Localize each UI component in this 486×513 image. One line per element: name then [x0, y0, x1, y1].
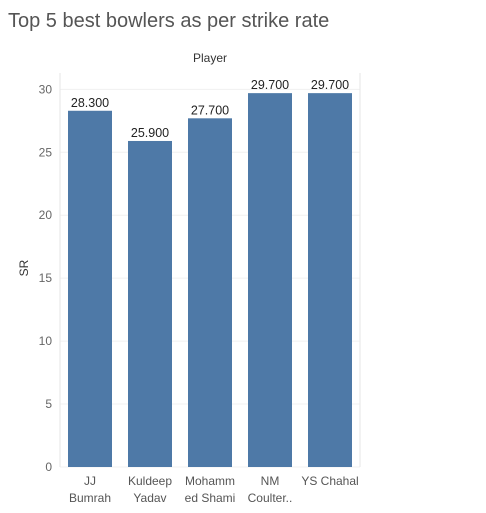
x-tick-label: Kuldeep Yadav — [128, 474, 172, 505]
data-label: 29.700 — [251, 78, 289, 92]
data-labels: 28.300 25.900 27.700 29.700 29.700 — [71, 78, 349, 140]
category-labels: JJ Bumrah Kuldeep Yadav Mohamm ed Shami NM Coul… — [69, 474, 359, 505]
y-tick-labels: 0 5 10 15 20 25 30 — [39, 82, 53, 474]
bar[interactable] — [128, 140, 172, 468]
column-header: Player — [193, 51, 227, 65]
bars — [68, 93, 352, 468]
y-tick-label: 30 — [39, 82, 53, 96]
y-tick-label: 10 — [39, 334, 53, 348]
chart-title: Top 5 best bowlers as per strike rate — [8, 10, 330, 32]
bar[interactable] — [188, 118, 232, 468]
x-tick-label: JJ Bumrah — [69, 474, 111, 505]
y-axis-title: SR — [17, 259, 31, 276]
y-tick-label: 15 — [39, 271, 53, 285]
data-label: 29.700 — [311, 78, 349, 92]
data-label: 25.900 — [131, 126, 169, 140]
y-tick-label: 5 — [45, 397, 52, 411]
data-label: 28.300 — [71, 96, 109, 110]
data-label: 27.700 — [191, 103, 229, 117]
bar[interactable] — [68, 110, 112, 467]
bar[interactable] — [308, 93, 352, 468]
y-tick-label: 25 — [39, 145, 53, 159]
x-tick-label: Mohamm ed Shami — [185, 474, 236, 505]
x-tick-label: YS Chahal — [301, 474, 358, 488]
x-tick-label: NM Coulter.. — [248, 474, 293, 505]
y-tick-label: 0 — [45, 460, 52, 474]
y-tick-label: 20 — [39, 208, 53, 222]
bar[interactable] — [248, 93, 292, 468]
